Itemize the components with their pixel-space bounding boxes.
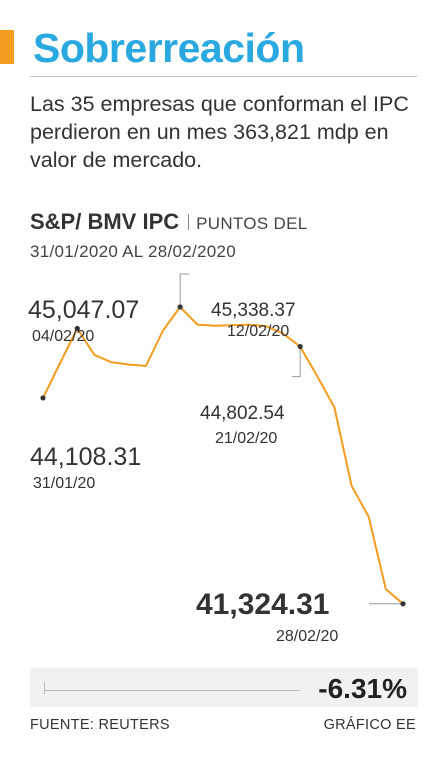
annotation-value-max: 45,338.37 bbox=[211, 300, 296, 321]
point-max-guide bbox=[179, 273, 190, 307]
chart-name: S&P/ BMV IPC bbox=[30, 209, 180, 234]
annotation-date-max-early: 04/02/20 bbox=[32, 328, 94, 345]
title-divider bbox=[30, 76, 417, 77]
variation-bar bbox=[30, 668, 418, 707]
chart-period-label: PUNTOS DEL bbox=[196, 214, 308, 233]
point-start bbox=[40, 395, 46, 401]
annotated-points bbox=[40, 304, 406, 607]
source-note: FUENTE: REUTERS bbox=[30, 717, 170, 733]
chart-period-range: 31/01/2020 AL 28/02/2020 bbox=[30, 242, 237, 261]
annotation-value-end: 41,324.31 bbox=[196, 588, 329, 621]
page-title: Sobrerreación bbox=[33, 25, 305, 71]
annotation-date-max: 12/02/20 bbox=[227, 323, 289, 340]
point-late bbox=[297, 343, 303, 350]
heading-separator bbox=[188, 214, 190, 230]
annotation-value-max-early: 45,047.07 bbox=[28, 296, 139, 324]
variation-value: -6.31% bbox=[318, 673, 407, 704]
annotation-date-start: 31/01/20 bbox=[33, 475, 95, 492]
point-end bbox=[400, 601, 406, 607]
series-line bbox=[42, 306, 404, 605]
chart-heading: S&P/ BMV IPC PUNTOS DEL bbox=[30, 205, 430, 241]
line-chart: 45,047.07 04/02/20 44,108.31 31/01/20 45… bbox=[28, 273, 406, 645]
title-accent-bar bbox=[0, 30, 14, 64]
variation-track-start bbox=[44, 682, 45, 694]
graphic-credit: GRÁFICO EE bbox=[323, 717, 416, 733]
annotation-value-start: 44,108.31 bbox=[30, 443, 141, 471]
variation-track bbox=[44, 690, 300, 691]
annotation-value-late: 44,802.54 bbox=[200, 403, 285, 424]
subtitle: Las 35 empresas que conforman el IPC per… bbox=[30, 92, 409, 172]
annotation-date-end: 28/02/20 bbox=[276, 628, 338, 645]
point-late-guide bbox=[292, 346, 301, 378]
annotation-date-late: 21/02/20 bbox=[215, 430, 277, 447]
annotation-guides bbox=[179, 273, 403, 605]
point-max-early bbox=[74, 325, 80, 332]
point-max bbox=[177, 304, 183, 310]
